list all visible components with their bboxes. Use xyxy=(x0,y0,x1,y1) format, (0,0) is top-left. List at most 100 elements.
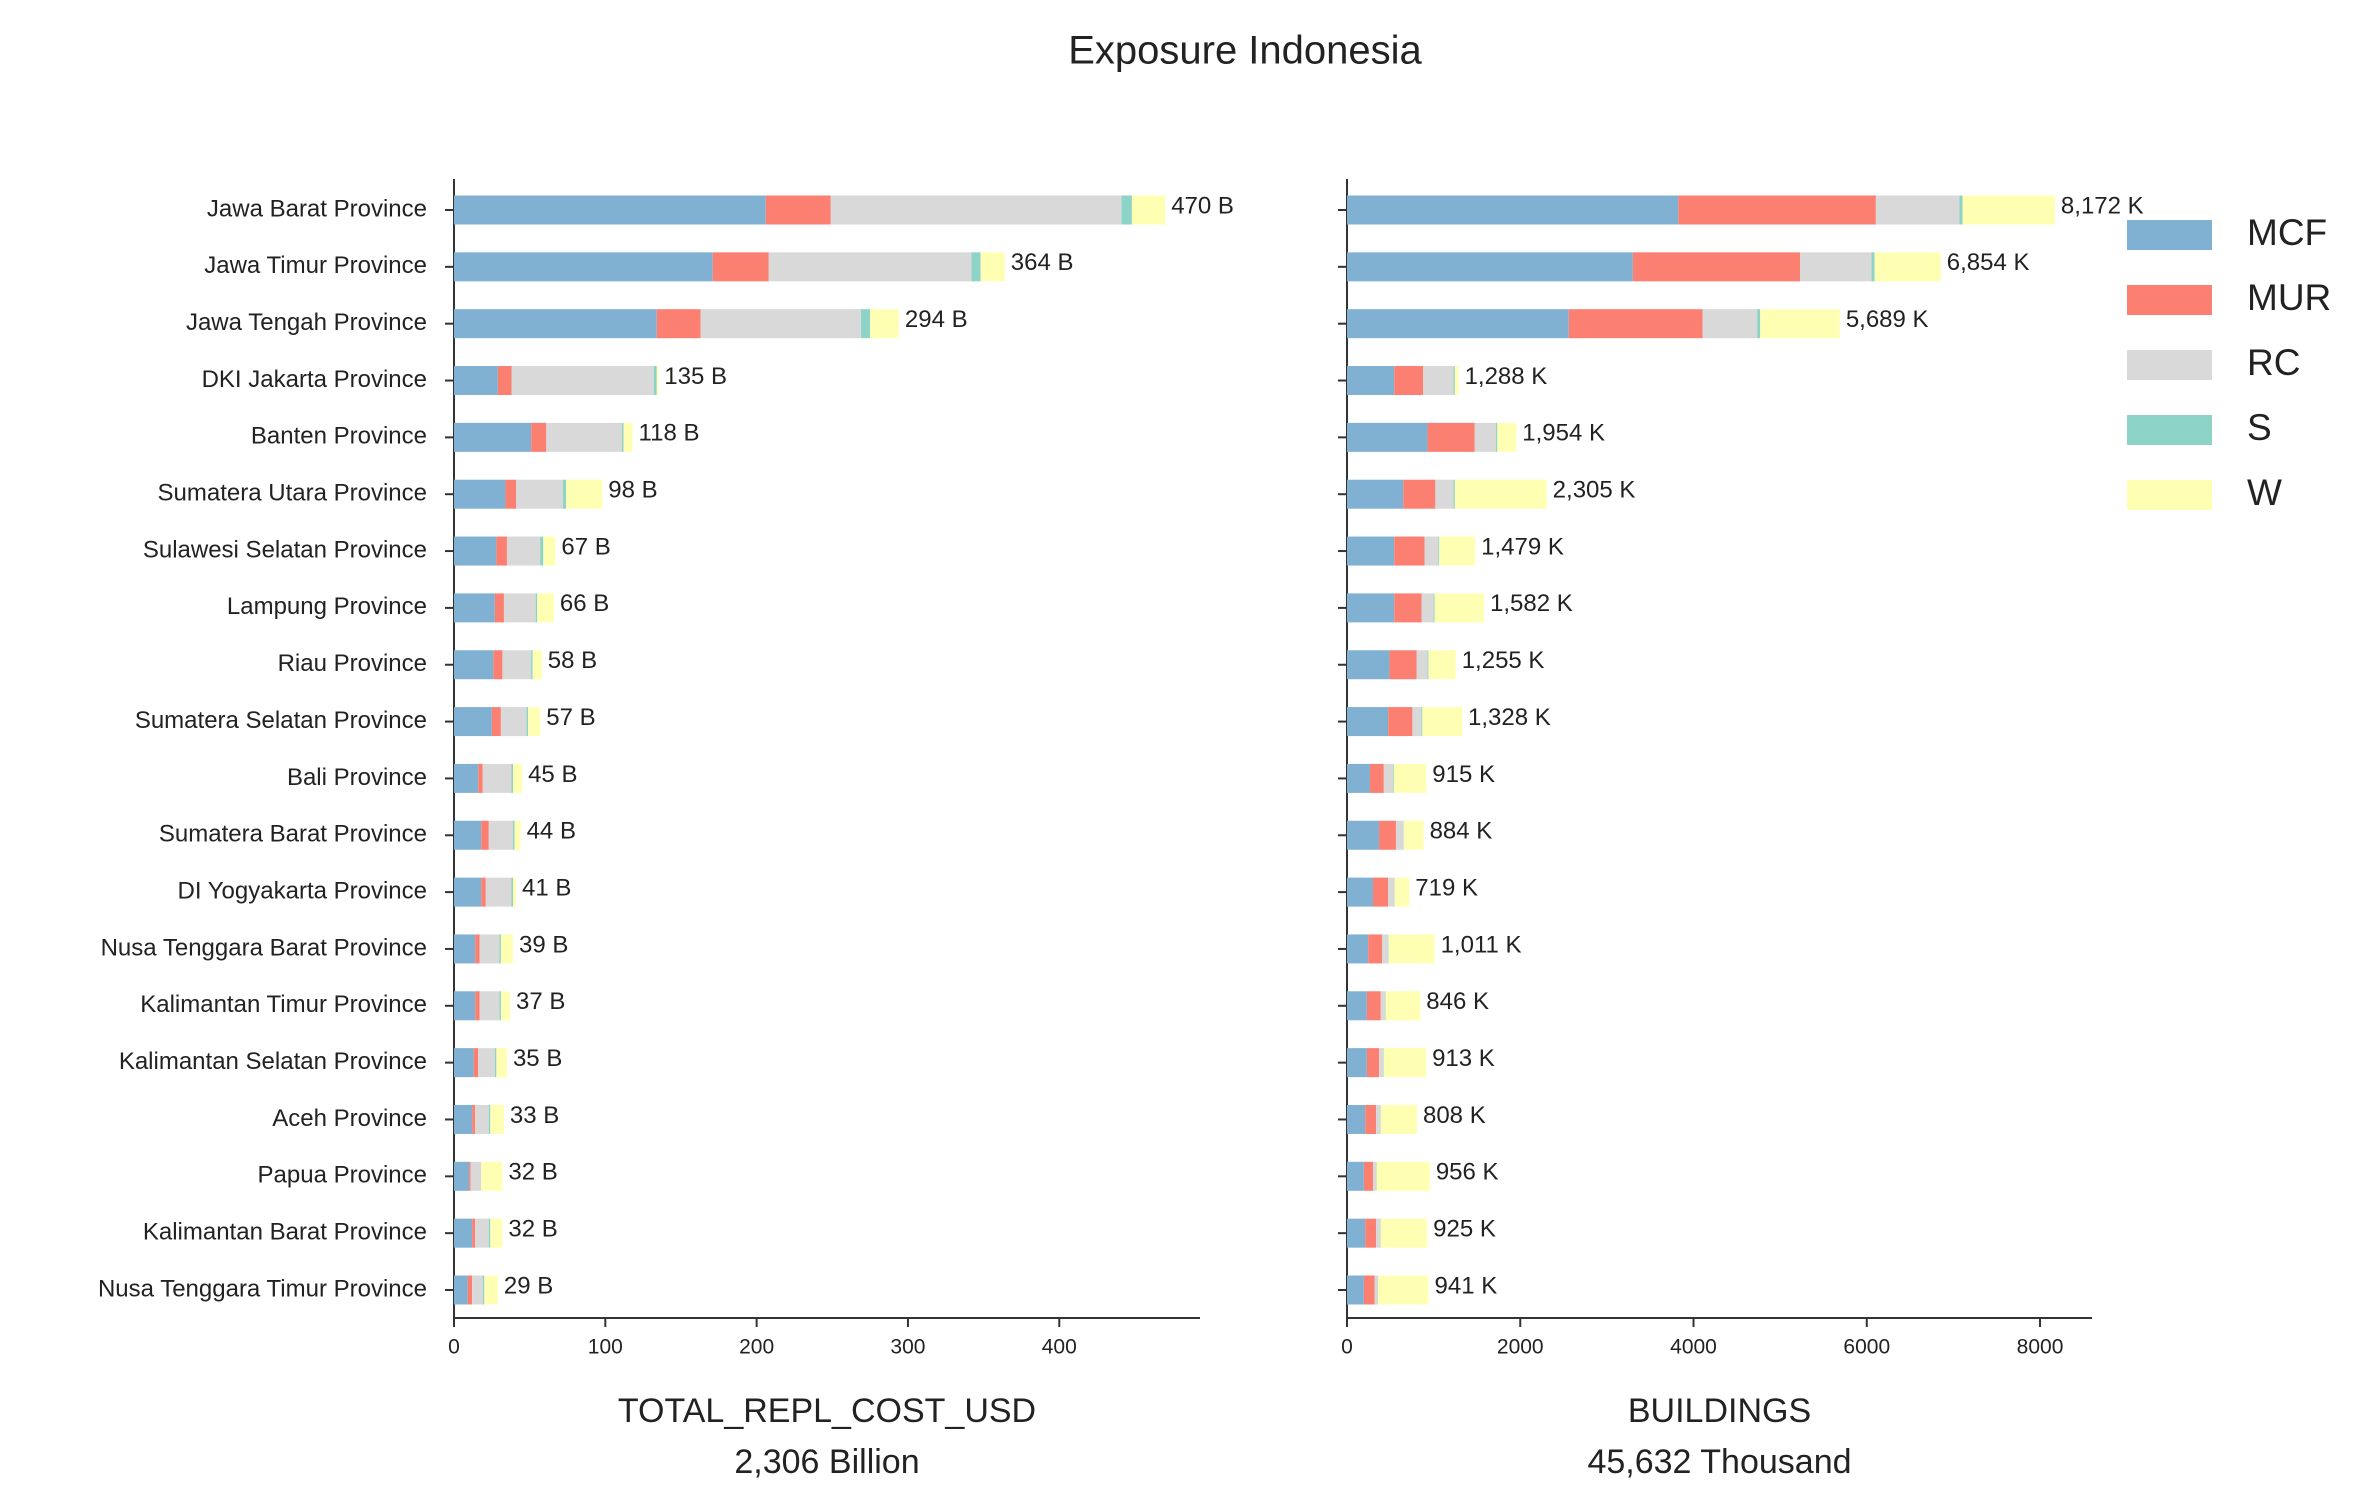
bar-segment xyxy=(454,479,506,509)
bar-segment xyxy=(475,991,480,1021)
total-label: 37 B xyxy=(516,988,565,1015)
bar-segment xyxy=(454,252,713,282)
bar-segment xyxy=(1347,763,1370,793)
bar-segment xyxy=(540,536,544,566)
bar-segment xyxy=(1875,195,1960,225)
bar-segment xyxy=(1380,991,1386,1021)
bar-segment xyxy=(562,479,566,509)
bar-segment xyxy=(479,991,500,1021)
bar-segment xyxy=(499,991,501,1021)
bar-segment xyxy=(1372,877,1389,907)
bar-segment xyxy=(454,422,532,452)
total-label: 44 B xyxy=(527,818,576,845)
bar-segment xyxy=(481,1161,503,1191)
bar-segment xyxy=(496,1048,507,1078)
bar-segment xyxy=(1959,195,1963,225)
x-axis-label: BUILDINGS xyxy=(1628,1392,1811,1430)
bar-segment xyxy=(1421,593,1434,623)
bar-segment xyxy=(497,366,512,396)
bar-segment xyxy=(1454,366,1459,396)
bar-segment xyxy=(1416,650,1428,680)
bar-segment xyxy=(500,707,527,737)
total-label: 915 K xyxy=(1432,761,1495,788)
x-tick-label: 0 xyxy=(1341,1336,1353,1359)
y-tick-label: Nusa Tenggara Barat Province xyxy=(101,934,427,961)
bar-segment xyxy=(768,252,972,282)
bar-segment xyxy=(479,934,500,964)
bar-segment xyxy=(1392,763,1394,793)
bar-segment xyxy=(488,1218,491,1248)
bar-segment xyxy=(481,820,489,850)
bar-segment xyxy=(1403,820,1424,850)
bar-segment xyxy=(490,1104,504,1134)
total-label: 1,954 K xyxy=(1522,420,1605,447)
bar-segment xyxy=(565,479,603,509)
legend-swatch xyxy=(2127,220,2212,250)
bar-segment xyxy=(1412,707,1422,737)
total-label: 1,582 K xyxy=(1490,590,1573,617)
bar-segment xyxy=(1347,479,1404,509)
bar-segment xyxy=(830,195,1122,225)
bar-segment xyxy=(765,195,831,225)
bar-segment xyxy=(528,707,541,737)
total-label: 941 K xyxy=(1435,1272,1498,1299)
bar-segment xyxy=(1800,252,1872,282)
bar-segment xyxy=(1424,536,1439,566)
bar-segment xyxy=(513,820,515,850)
bar-segment xyxy=(1702,309,1758,339)
bar-segment xyxy=(526,707,529,737)
bar-segment xyxy=(653,366,657,396)
bar-segment xyxy=(478,1048,495,1078)
total-label: 135 B xyxy=(664,363,727,390)
x-tick-label: 300 xyxy=(890,1336,925,1359)
bar-segment xyxy=(496,536,507,566)
bar-segment xyxy=(537,593,554,623)
x-tick-label: 0 xyxy=(448,1336,460,1359)
bar-segment xyxy=(484,1275,498,1305)
x-axis-label: TOTAL_REPL_COST_USD xyxy=(618,1392,1036,1430)
total-label: 35 B xyxy=(513,1045,562,1072)
total-label: 1,479 K xyxy=(1481,533,1564,560)
bar-segment xyxy=(1366,991,1381,1021)
bar-segment xyxy=(511,877,514,907)
total-label: 39 B xyxy=(519,931,568,958)
bar-segment xyxy=(505,479,517,509)
bar-segment xyxy=(535,593,538,623)
legend-label: W xyxy=(2247,472,2282,513)
bar-segment xyxy=(454,1161,470,1191)
bar-segment xyxy=(500,991,510,1021)
legend-label: RC xyxy=(2247,342,2300,383)
bar-segment xyxy=(514,820,521,850)
bar-segment xyxy=(469,1161,471,1191)
bar-segment xyxy=(1347,536,1395,566)
bar-segment xyxy=(475,1218,489,1248)
bar-segment xyxy=(481,877,486,907)
bar-segment xyxy=(493,650,503,680)
bar-segment xyxy=(454,934,476,964)
x-tick-label: 400 xyxy=(1042,1336,1077,1359)
bar-segment xyxy=(1760,309,1840,339)
bar-segment xyxy=(478,763,483,793)
bar-segment xyxy=(503,593,536,623)
bar-segment xyxy=(490,1218,503,1248)
bar-segment xyxy=(1427,650,1429,680)
bar-segment xyxy=(500,934,514,964)
bar-segment xyxy=(1366,1048,1380,1078)
bar-segment xyxy=(454,650,494,680)
total-label: 5,689 K xyxy=(1846,306,1929,333)
bar-segment xyxy=(472,1275,483,1305)
bar-segment xyxy=(1374,1275,1378,1305)
bar-segment xyxy=(1394,877,1410,907)
bar-segment xyxy=(1368,934,1383,964)
total-label: 1,011 K xyxy=(1441,931,1522,958)
bar-segment xyxy=(1427,422,1475,452)
bar-segment xyxy=(513,877,517,907)
total-label: 1,288 K xyxy=(1465,363,1548,390)
bar-segment xyxy=(1678,195,1876,225)
bar-segment xyxy=(1347,593,1395,623)
y-tick-label: Bali Province xyxy=(287,764,427,791)
y-tick-label: Aceh Province xyxy=(272,1105,427,1132)
bar-segment xyxy=(454,877,482,907)
